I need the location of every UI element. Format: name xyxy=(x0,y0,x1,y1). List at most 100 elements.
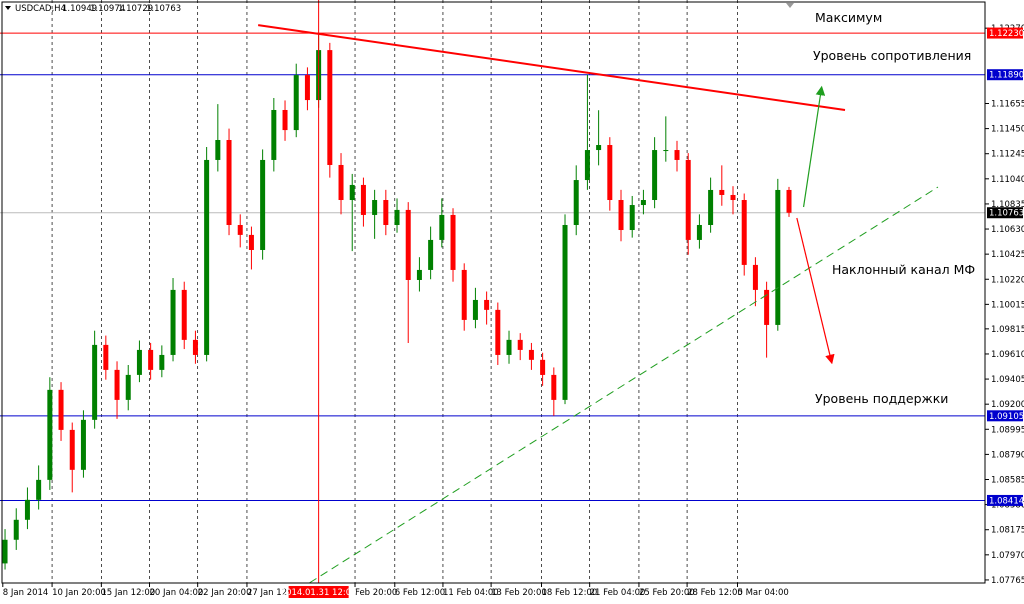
level-label: 1.08414 xyxy=(989,496,1024,506)
menu-triangle xyxy=(5,6,11,10)
trendline xyxy=(309,186,939,584)
annotation: Уровень поддержки xyxy=(815,391,948,406)
x-tick-label: 21 Feb 04:00 xyxy=(590,588,646,598)
y-tick-label: 1.10630 xyxy=(991,225,1024,235)
arrow xyxy=(796,217,835,365)
crosshair-box xyxy=(288,586,349,598)
x-tick-label: 18 Feb 12:00 xyxy=(541,588,597,598)
candle-body xyxy=(170,289,176,355)
candle-body xyxy=(730,194,736,201)
candle-body xyxy=(696,224,702,240)
candle-body xyxy=(484,299,490,310)
candle-body xyxy=(652,150,658,201)
candle-body xyxy=(181,289,187,340)
candle-body xyxy=(439,214,445,240)
y-tick-label: 1.10220 xyxy=(991,275,1024,285)
header-open: 1.10949 xyxy=(62,4,97,14)
header-high: 1.10974 xyxy=(90,4,125,14)
candle-body xyxy=(271,109,277,160)
candle-body xyxy=(215,139,221,160)
candle-body xyxy=(24,499,30,520)
candle-body xyxy=(282,109,288,131)
candle-body xyxy=(719,189,725,195)
x-tick-label: 25 Feb 20:00 xyxy=(639,588,695,598)
y-tick-label: 1.10835 xyxy=(991,200,1024,210)
level-box xyxy=(987,27,1023,39)
candle-body xyxy=(607,145,613,201)
y-tick-label: 1.09200 xyxy=(991,400,1024,410)
plot-border xyxy=(1,1,986,584)
trendline xyxy=(258,24,846,111)
candle-body xyxy=(125,374,131,400)
candle-body xyxy=(148,349,154,370)
candle-body xyxy=(540,359,546,375)
candle-body xyxy=(517,339,523,350)
level-label: 1.09105 xyxy=(989,412,1024,422)
candle-body xyxy=(260,159,266,250)
x-tick-label: 11 Feb 04:00 xyxy=(443,588,499,598)
candle-body xyxy=(237,224,243,235)
annotation: Наклонный канал МФ xyxy=(832,262,975,277)
candle-body xyxy=(226,139,232,225)
candle-body xyxy=(69,429,75,470)
x-tick-label: 15 Jan 12:00 xyxy=(101,588,155,598)
header-close: 1.10763 xyxy=(146,4,181,14)
candle-body xyxy=(394,209,400,225)
candle-body xyxy=(573,180,579,225)
candle-body xyxy=(416,269,422,280)
candle-body xyxy=(327,50,333,165)
y-tick-label: 1.07765 xyxy=(991,576,1024,586)
x-tick-label: Feb 20:00 xyxy=(355,588,397,598)
level-box xyxy=(987,69,1023,81)
candle-body xyxy=(551,374,557,400)
y-tick-label: 1.09815 xyxy=(991,325,1024,335)
candle-body xyxy=(764,289,770,325)
candle-body xyxy=(13,519,19,540)
symbol: USDCAD,H4 xyxy=(15,4,66,14)
shift-marker xyxy=(786,3,794,8)
crosshair-label: 2014.01.31 12:00 xyxy=(281,588,357,598)
candle-body xyxy=(338,164,344,201)
candle-body xyxy=(629,205,635,231)
candle-body xyxy=(114,369,120,400)
candle-body xyxy=(663,150,669,152)
candle-body xyxy=(786,189,792,213)
x-tick-label: 28 Feb 12:00 xyxy=(687,588,743,598)
candle-body xyxy=(136,349,142,375)
annotation: Уровень сопротивления xyxy=(813,48,971,63)
x-tick-label: 5 Mar 04:00 xyxy=(737,588,788,598)
candle-body xyxy=(80,419,86,470)
candle-body xyxy=(428,239,434,270)
arrow xyxy=(802,85,826,208)
annotation: Максимум xyxy=(815,10,882,25)
candle-body xyxy=(248,234,254,250)
y-tick-label: 1.11040 xyxy=(991,175,1024,185)
candle-body xyxy=(584,150,590,181)
candle-body xyxy=(461,269,467,320)
candle-body xyxy=(596,145,602,151)
x-tick-label: 13 Feb 20:00 xyxy=(491,588,547,598)
y-tick-label: 1.08790 xyxy=(991,450,1024,460)
candle-body xyxy=(192,339,198,355)
candle-body xyxy=(506,339,512,355)
y-tick-label: 1.11655 xyxy=(991,99,1024,109)
candle-body xyxy=(372,200,378,215)
candle-body xyxy=(204,159,210,355)
y-tick-label: 1.11450 xyxy=(991,125,1024,135)
level-box xyxy=(987,410,1023,422)
candle-body xyxy=(360,184,366,215)
x-tick-label: 22 Jan 20:00 xyxy=(198,588,252,598)
candle-body xyxy=(450,214,456,270)
level-box xyxy=(987,494,1023,506)
candle-body xyxy=(752,264,758,290)
candle-body xyxy=(618,200,624,231)
candle-body xyxy=(775,189,781,325)
candle-body xyxy=(304,75,310,101)
candle-body xyxy=(472,299,478,320)
y-tick-label: 1.08585 xyxy=(991,476,1024,486)
y-tick-label: 1.09610 xyxy=(991,350,1024,360)
candle-body xyxy=(562,224,568,400)
y-tick-label: 1.07970 xyxy=(991,551,1024,561)
